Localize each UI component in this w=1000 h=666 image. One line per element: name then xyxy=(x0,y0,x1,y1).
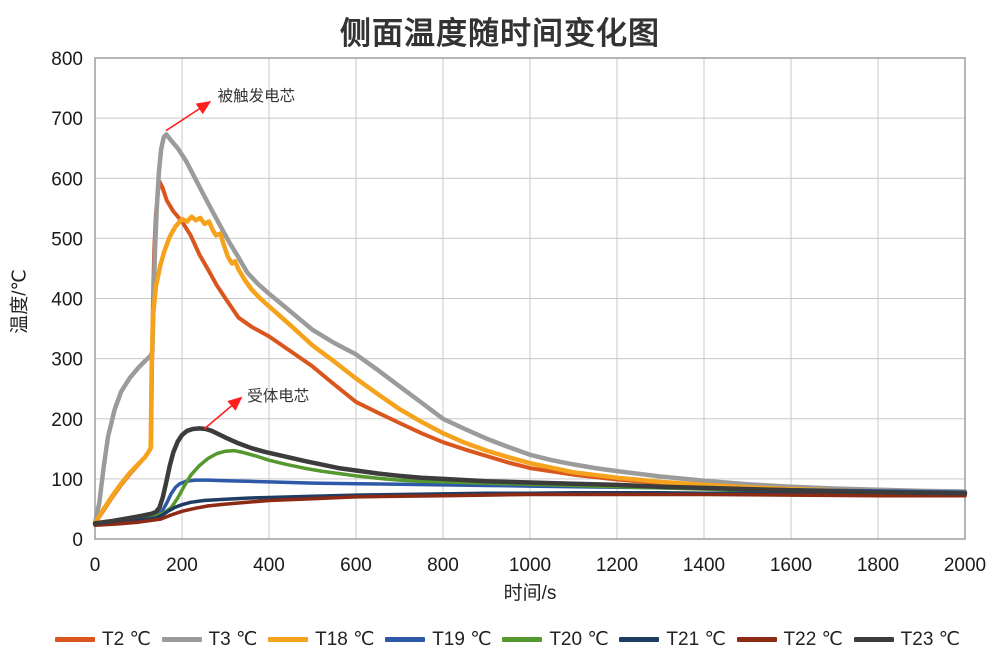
legend-swatch-T3 xyxy=(161,636,202,642)
legend-label-T19: T19 ℃ xyxy=(432,628,492,650)
y-tick-label-800: 800 xyxy=(51,49,83,70)
x-tick-label-2000: 2000 xyxy=(944,555,986,576)
y-tick-label-700: 700 xyxy=(51,109,83,130)
series-T23-line xyxy=(92,426,968,526)
legend-swatch-T18 xyxy=(268,636,309,642)
y-tick-label-200: 200 xyxy=(51,410,83,431)
legend-label-T3: T3 ℃ xyxy=(208,628,258,650)
annotation-arrow-receptor-cell xyxy=(203,396,243,430)
y-tick-label-400: 400 xyxy=(51,290,83,311)
x-tick-label-600: 600 xyxy=(340,555,372,576)
x-tick-label-800: 800 xyxy=(427,555,459,576)
x-tick-label-1000: 1000 xyxy=(509,555,551,576)
legend-label-T22: T22 ℃ xyxy=(783,628,843,650)
y-tick-label-100: 100 xyxy=(51,470,83,491)
annotation-text-receptor-cell: 受体电芯 xyxy=(247,387,309,405)
legend-label-T18: T18 ℃ xyxy=(315,628,375,650)
legend-swatch-T20 xyxy=(502,636,543,642)
legend-swatch-T19 xyxy=(385,636,426,642)
legend-item-T22: T22 ℃ xyxy=(736,628,843,651)
annotation-text-triggered-cell: 被触发电芯 xyxy=(218,87,296,105)
legend-label-T23: T23 ℃ xyxy=(900,628,960,650)
y-tick-label-500: 500 xyxy=(51,229,83,250)
legend-swatch-T21 xyxy=(619,636,660,642)
y-tick-label-300: 300 xyxy=(51,350,83,371)
legend-item-T19: T19 ℃ xyxy=(385,628,492,651)
legend-label-T2: T2 ℃ xyxy=(102,628,151,650)
y-tick-label-600: 600 xyxy=(51,169,83,190)
legend-swatch-T22 xyxy=(736,636,777,642)
x-tick-label-1800: 1800 xyxy=(857,555,899,576)
x-tick-label-0: 0 xyxy=(90,555,101,576)
legend-item-T21: T21 ℃ xyxy=(619,628,726,651)
legend-label-T21: T21 ℃ xyxy=(666,628,726,650)
x-axis-label: 时间/s xyxy=(503,583,557,604)
legend-item-T3: T3 ℃ xyxy=(161,628,258,651)
legend-swatch-T23 xyxy=(853,636,894,642)
legend-item-T18: T18 ℃ xyxy=(268,628,374,651)
x-tick-label-1400: 1400 xyxy=(683,555,725,576)
series-T18-line xyxy=(92,214,968,526)
legend-item-T2: T2 ℃ xyxy=(55,628,151,651)
legend: T2 ℃ T3 ℃ T18 ℃ T19 ℃ T20 ℃ T21 ℃ T22 ℃ T23 ℃ xyxy=(55,624,960,654)
y-tick-label-0: 0 xyxy=(72,530,83,551)
x-tick-label-200: 200 xyxy=(166,555,198,576)
annotation-arrow-triggered-cell xyxy=(165,101,212,132)
legend-swatch-T2 xyxy=(55,636,95,642)
x-tick-label-1200: 1200 xyxy=(596,555,638,576)
y-axis-label: 温度/℃ xyxy=(9,269,31,334)
x-tick-label-400: 400 xyxy=(253,555,285,576)
legend-item-T20: T20 ℃ xyxy=(502,628,609,651)
chart-title: 侧面温度随时间变化图 xyxy=(340,16,660,51)
series-T22-line xyxy=(93,492,967,527)
legend-label-T20: T20 ℃ xyxy=(549,628,609,650)
x-tick-label-1600: 1600 xyxy=(770,555,812,576)
legend-item-T23: T23 ℃ xyxy=(853,628,960,651)
plot-frame xyxy=(94,57,966,540)
